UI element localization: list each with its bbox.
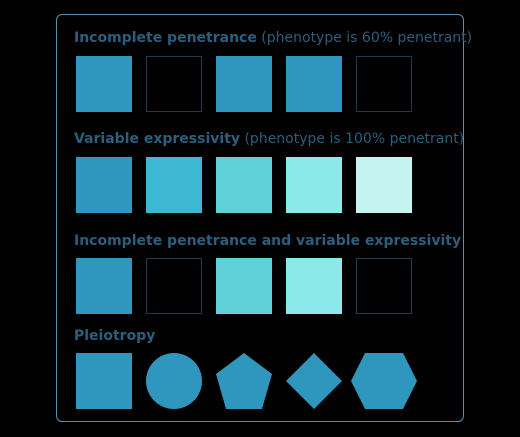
square-tile bbox=[76, 258, 132, 314]
tile-row-pleiotropy bbox=[0, 353, 520, 409]
section-note: (phenotype is 60% penetrant) bbox=[261, 30, 473, 46]
square-tile bbox=[216, 56, 272, 112]
empty-tile bbox=[356, 258, 412, 314]
tile-row-penetrance-and-expressivity bbox=[0, 258, 520, 314]
pentagon-tile bbox=[216, 353, 272, 409]
diamond-tile bbox=[286, 353, 342, 409]
hexagon-tile bbox=[351, 353, 417, 409]
section-title: Incomplete penetrance bbox=[74, 30, 257, 46]
square-tile bbox=[76, 56, 132, 112]
empty-tile bbox=[356, 56, 412, 112]
section-heading-incomplete-penetrance: Incomplete penetrance (phenotype is 60% … bbox=[74, 29, 472, 47]
square-tile bbox=[356, 157, 412, 213]
square-tile bbox=[286, 157, 342, 213]
hexagon-shape bbox=[351, 353, 417, 409]
section-title: Incomplete penetrance and variable expre… bbox=[74, 233, 462, 249]
square-tile bbox=[216, 258, 272, 314]
section-note: (phenotype is 100% penetrant) bbox=[244, 131, 465, 147]
circle-tile bbox=[146, 353, 202, 409]
square-tile bbox=[76, 157, 132, 213]
section-title: Pleiotropy bbox=[74, 328, 156, 344]
diamond-shape bbox=[286, 353, 342, 409]
section-title: Variable expressivity bbox=[74, 131, 241, 147]
tile-row-variable-expressivity bbox=[0, 157, 520, 213]
empty-tile bbox=[146, 56, 202, 112]
square-tile bbox=[146, 157, 202, 213]
pentagon-shape bbox=[216, 353, 272, 409]
section-heading-penetrance-and-expressivity: Incomplete penetrance and variable expre… bbox=[74, 232, 461, 250]
square-tile bbox=[286, 56, 342, 112]
tile-row-incomplete-penetrance bbox=[0, 56, 520, 112]
section-heading-variable-expressivity: Variable expressivity (phenotype is 100%… bbox=[74, 130, 464, 148]
square-tile bbox=[286, 258, 342, 314]
circle-shape bbox=[146, 353, 202, 409]
section-heading-pleiotropy: Pleiotropy bbox=[74, 327, 155, 345]
square-tile bbox=[216, 157, 272, 213]
square-tile bbox=[76, 353, 132, 409]
empty-tile bbox=[146, 258, 202, 314]
